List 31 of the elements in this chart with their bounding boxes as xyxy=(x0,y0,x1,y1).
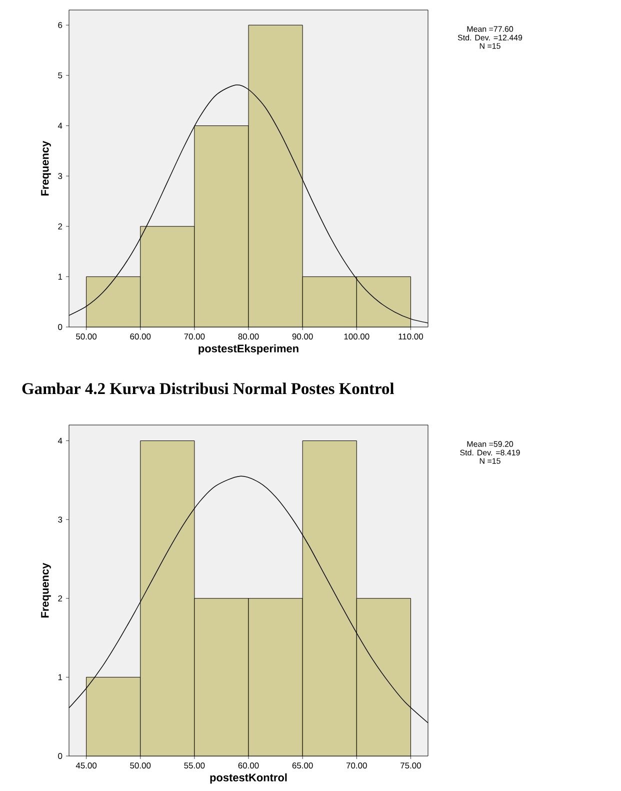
y-tick-label: 5 xyxy=(58,72,62,78)
x-tick-label: 70.00 xyxy=(184,334,205,340)
y-tick-label: 2 xyxy=(58,223,62,230)
x-tick-label: 90.00 xyxy=(292,334,313,340)
x-tick-label: 55.00 xyxy=(184,762,205,769)
x-tick-label: 75.00 xyxy=(400,762,421,769)
x-tick-label: 80.00 xyxy=(238,334,259,340)
y-tick-label: 3 xyxy=(58,173,62,180)
y-tick-label: 4 xyxy=(58,122,62,129)
x-tick-label: 50.00 xyxy=(130,762,151,769)
x-tick-label: 70.00 xyxy=(346,762,367,769)
x-tick-label: 60.00 xyxy=(238,762,259,769)
x-tick-label: 50.00 xyxy=(76,334,97,340)
x-tick-label: 110.00 xyxy=(398,334,424,340)
y-tick-label: 4 xyxy=(58,438,62,444)
x-tick-label: 65.00 xyxy=(292,762,313,769)
y-tick-label: 0 xyxy=(58,324,62,330)
y-tick-label: 1 xyxy=(58,674,62,680)
y-tick-label: 6 xyxy=(58,22,62,28)
chart-title: Gambar 4.2 Kurva Distribusi Normal Postes Kontrol xyxy=(22,382,394,394)
y-tick-label: 1 xyxy=(58,274,62,280)
y-tick-label: 2 xyxy=(58,595,62,602)
y-axis-title: Frequency xyxy=(41,562,51,618)
x-tick-label: 45.00 xyxy=(76,762,97,769)
x-axis-title: postestEksperimen xyxy=(198,344,298,355)
y-tick-label: 3 xyxy=(58,516,62,523)
x-tick-label: 100.00 xyxy=(344,334,370,340)
x-axis-title: postestKontrol xyxy=(210,773,287,784)
y-tick-label: 0 xyxy=(58,753,62,759)
x-tick-label: 60.00 xyxy=(130,334,151,340)
y-axis-title: Frequency xyxy=(41,140,51,196)
